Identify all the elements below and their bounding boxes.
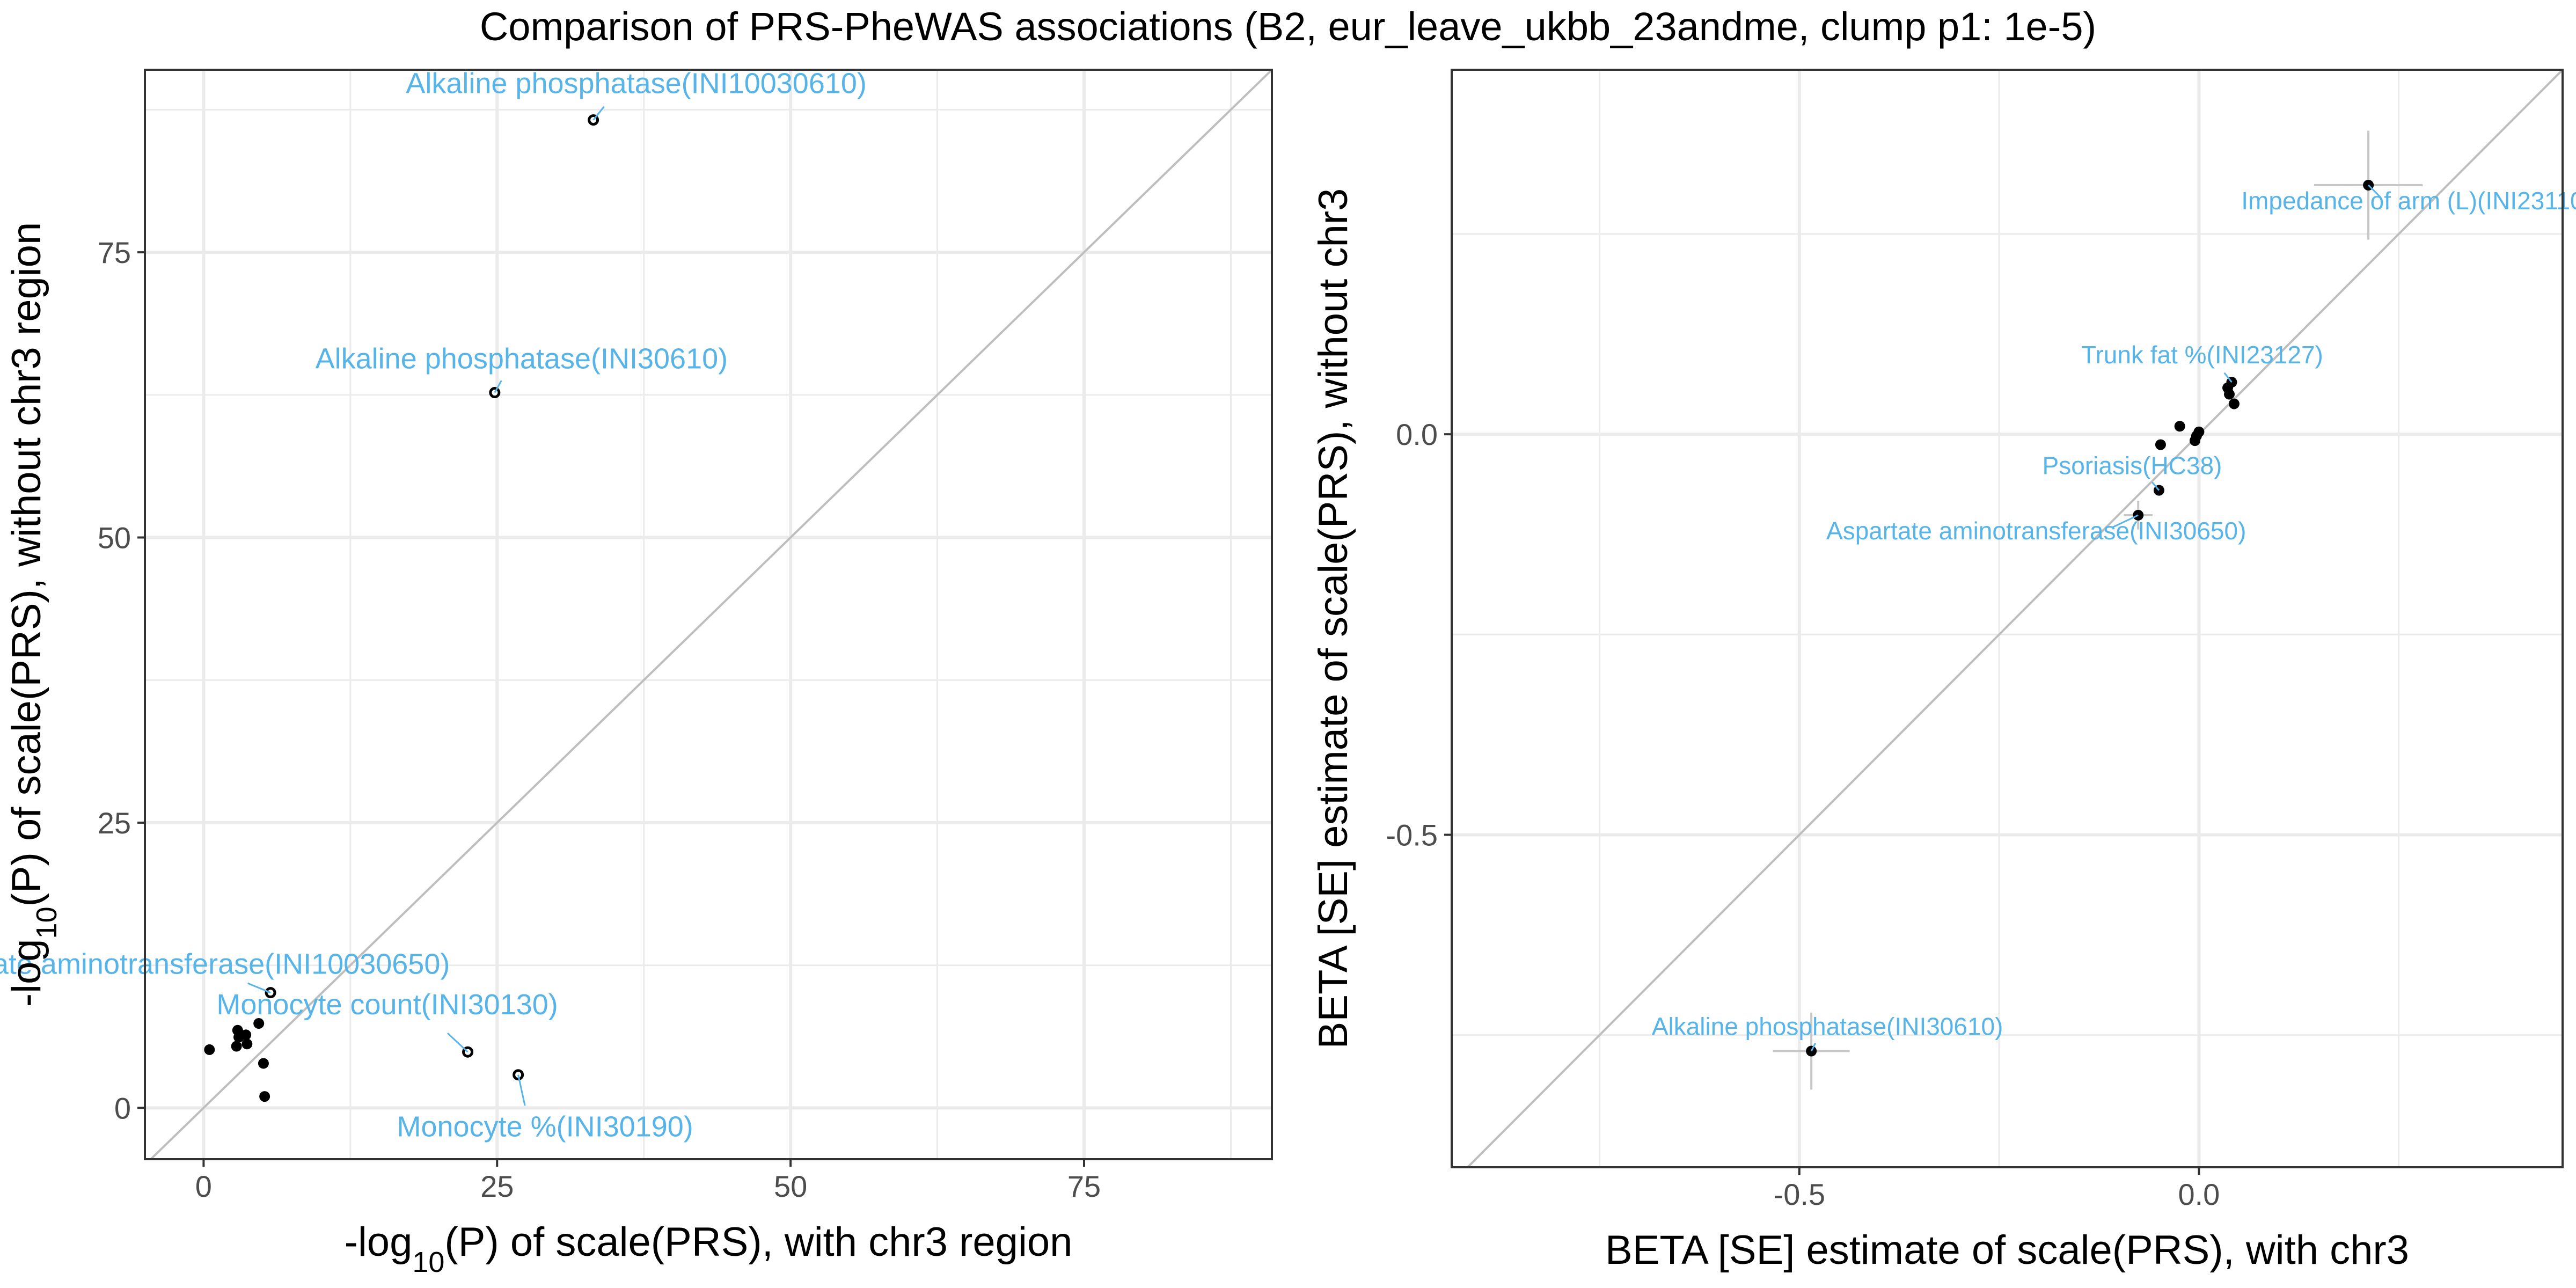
data-point bbox=[232, 1024, 243, 1036]
data-point bbox=[258, 1058, 269, 1069]
y-tick-label: 0.0 bbox=[1396, 418, 1438, 451]
data-point bbox=[2174, 421, 2185, 432]
x-tick-label: 75 bbox=[1067, 1169, 1101, 1203]
point-label: Trunk fat %(INI23127) bbox=[2081, 341, 2323, 369]
panel-border bbox=[144, 69, 1273, 1160]
x-axis-title: BETA [SE] estimate of scale(PRS), with c… bbox=[1605, 1227, 2409, 1273]
label-leader bbox=[592, 106, 605, 121]
x-tick-label: -0.5 bbox=[1774, 1177, 1826, 1211]
data-point bbox=[2193, 426, 2205, 437]
x-tick-label: 25 bbox=[480, 1169, 514, 1203]
y-axis-title: BETA [SE] estimate of scale(PRS), withou… bbox=[1311, 188, 1356, 1049]
y-tick-label: 75 bbox=[98, 236, 131, 269]
data-point bbox=[2228, 398, 2240, 409]
data-point bbox=[204, 1044, 215, 1055]
data-point bbox=[240, 1029, 252, 1041]
point-label: Monocyte count(INI30130) bbox=[216, 989, 558, 1021]
x-tick-label: 50 bbox=[774, 1169, 807, 1203]
data-point bbox=[231, 1041, 242, 1052]
panel-border bbox=[1451, 69, 2564, 1168]
grid bbox=[145, 70, 1272, 1159]
left-panel: Alkaline phosphatase(INI10030610) Alkalin… bbox=[0, 68, 1273, 1278]
data-point bbox=[2155, 439, 2166, 450]
label-leader bbox=[2368, 184, 2381, 198]
x-axis-title: -log10(P) of scale(PRS), with chr3 regio… bbox=[345, 1219, 1073, 1278]
data-point bbox=[241, 1038, 253, 1050]
y-axis-title: -log10(P) of scale(PRS), without chr3 re… bbox=[4, 222, 63, 1007]
point-label: Impedance of arm (L)(INI23110) bbox=[2241, 187, 2576, 215]
x-tick-label: 0.0 bbox=[2178, 1177, 2220, 1211]
point-label: Alkaline phosphatase(INI30610) bbox=[316, 343, 728, 375]
diagonal-line bbox=[149, 70, 1272, 1159]
y-tick-label: 25 bbox=[98, 806, 131, 840]
label-leader bbox=[517, 1074, 526, 1106]
point-label: Monocyte %(INI30190) bbox=[397, 1111, 693, 1143]
label-leader bbox=[1810, 1042, 1816, 1052]
data-point bbox=[2222, 382, 2234, 393]
label-leader bbox=[2112, 514, 2139, 528]
page-title: Comparison of PRS-PheWAS associations (B… bbox=[479, 4, 2097, 49]
y-tick-label: 0 bbox=[114, 1091, 131, 1125]
label-leader bbox=[2223, 372, 2233, 383]
label-leader bbox=[247, 982, 271, 994]
right-panel: Impedance of arm (L)(INI23110) Trunk fat … bbox=[1311, 69, 2576, 1273]
label-leader bbox=[2151, 481, 2160, 491]
grid bbox=[1452, 70, 2563, 1167]
y-tick-label: 50 bbox=[98, 521, 131, 555]
x-tick-label: 0 bbox=[195, 1169, 212, 1203]
point-label: Alkaline phosphatase(INI10030610) bbox=[406, 68, 867, 100]
point-label: Aspartate aminotransferase(INI10030650) bbox=[0, 948, 450, 980]
data-point bbox=[259, 1091, 270, 1102]
point-label: Psoriasis(HC38) bbox=[2043, 452, 2222, 480]
point-label: Alkaline phosphatase(INI30610) bbox=[1652, 1013, 2003, 1041]
diagonal-line bbox=[1466, 70, 2563, 1167]
label-leader bbox=[447, 1033, 469, 1053]
point-label: Aspartate aminotransferase(INI30650) bbox=[1826, 517, 2246, 545]
y-tick-label: -0.5 bbox=[1386, 818, 1438, 852]
label-leader bbox=[494, 380, 502, 393]
data-point bbox=[253, 1018, 265, 1029]
